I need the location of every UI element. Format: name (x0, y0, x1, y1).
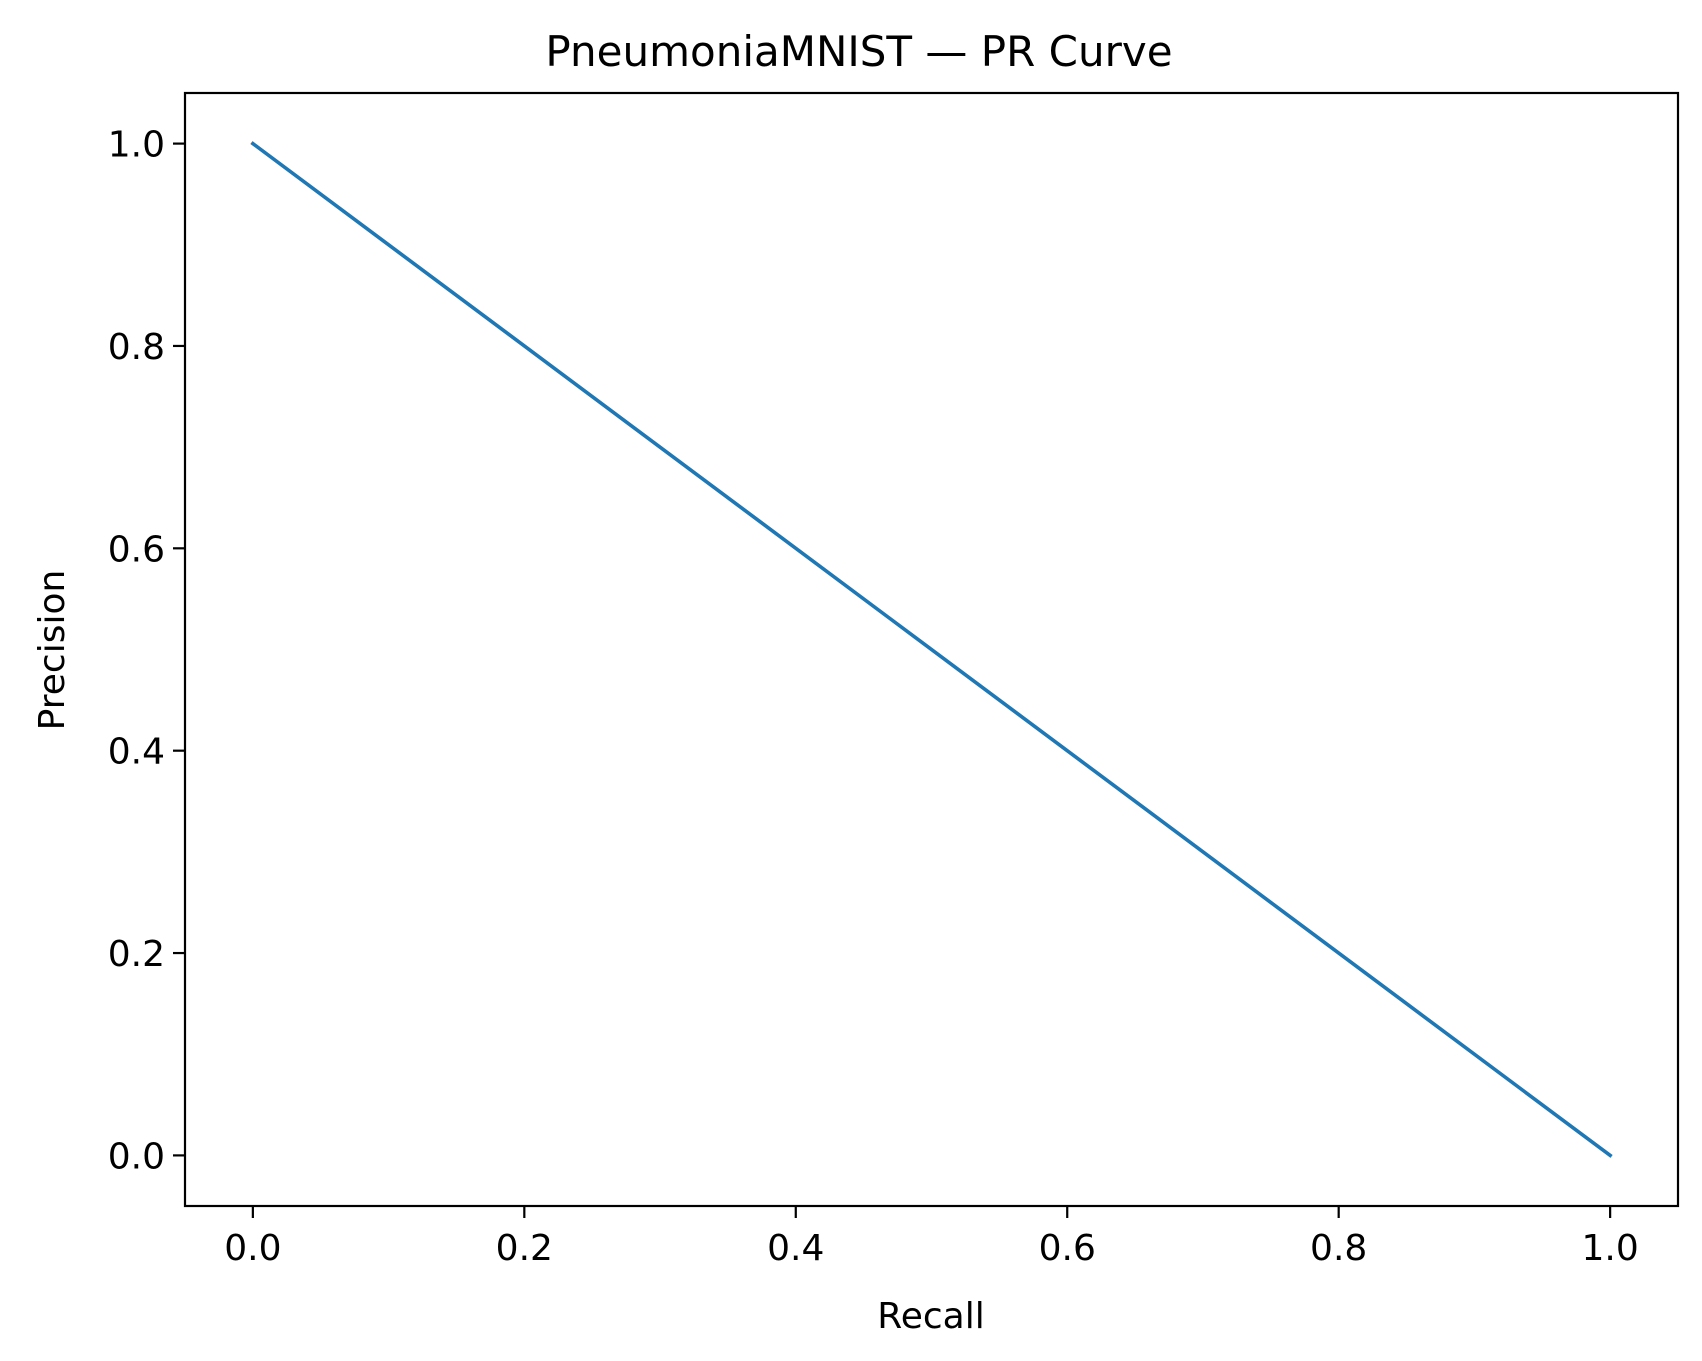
y-axis-ticks: 0.0 0.2 0.4 0.6 0.8 1.0 (108, 125, 185, 1177)
chart-title: PneumoniaMNIST — PR Curve (545, 27, 1172, 76)
y-tick-label-5: 1.0 (108, 125, 165, 166)
series-line-0 (250, 141, 1613, 1158)
y-tick-label-0: 0.0 (108, 1136, 165, 1177)
x-tick-label-4: 0.8 (1310, 1228, 1367, 1269)
y-tick-label-4: 0.8 (108, 327, 165, 368)
y-tick-label-2: 0.4 (108, 732, 165, 773)
plot-frame (183, 91, 1680, 1208)
x-tick-label-2: 0.4 (767, 1228, 824, 1269)
y-axis-label: Precision (32, 570, 73, 731)
x-axis-label: Recall (877, 1296, 984, 1337)
x-tick-label-0: 0.0 (224, 1228, 281, 1269)
y-tick-label-1: 0.2 (108, 934, 165, 975)
x-axis-ticks: 0.0 0.2 0.4 0.6 0.8 1.0 (224, 1206, 1639, 1269)
x-tick-label-1: 0.2 (496, 1228, 553, 1269)
x-tick-label-5: 1.0 (1582, 1228, 1639, 1269)
series-layer (250, 141, 1613, 1158)
x-tick-label-3: 0.6 (1039, 1228, 1096, 1269)
y-tick-label-3: 0.6 (108, 529, 165, 570)
